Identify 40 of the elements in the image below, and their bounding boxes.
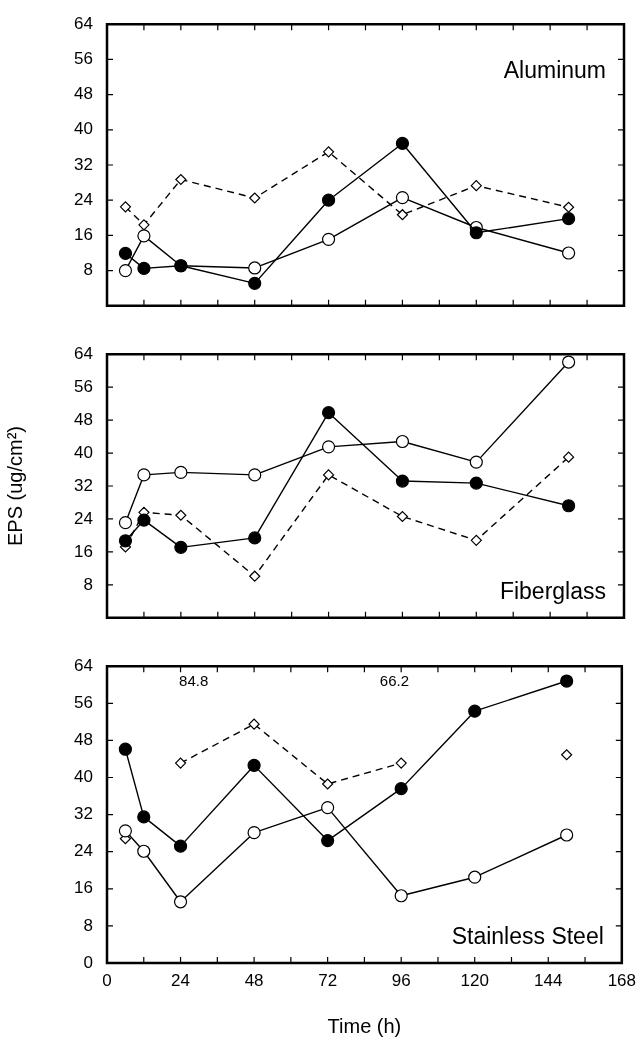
- y-tick-label: 56: [74, 692, 93, 712]
- x-axis-title: Time (h): [327, 1014, 402, 1037]
- y-tick-label: 48: [74, 730, 93, 750]
- y-tick-label: 64: [74, 13, 93, 33]
- x-tick-label: 168: [607, 970, 637, 990]
- y-tick-label: 16: [74, 541, 93, 561]
- y-tick-label: 48: [74, 84, 93, 104]
- text: Fiberglass: [499, 577, 606, 604]
- annotation: 66.2: [379, 671, 410, 689]
- y-tick-label: 64: [74, 343, 93, 363]
- y-tick-label: 56: [74, 49, 93, 69]
- x-tick-label: 120: [460, 970, 489, 990]
- y-tick-label: 40: [74, 442, 93, 462]
- y-tick-label: 0: [83, 952, 93, 972]
- y-tick-label: 16: [74, 225, 93, 245]
- y-tick-label: 64: [74, 655, 93, 675]
- y-tick-label: 32: [74, 804, 93, 824]
- y-tick-label: 48: [74, 409, 93, 429]
- x-tick-label: 48: [244, 970, 264, 990]
- y-tick-label: 40: [74, 119, 93, 139]
- y-tick-label: 40: [74, 767, 93, 787]
- y-tick-label: 8: [83, 915, 93, 935]
- y-tick-label: 56: [74, 376, 93, 396]
- y-tick-label: 8: [83, 574, 93, 594]
- y-axis-title: EPS (ug/cm²): [3, 425, 26, 547]
- y-tick-label: 32: [74, 154, 93, 174]
- y-tick-label: 24: [74, 841, 93, 861]
- x-tick-label: 96: [391, 970, 411, 990]
- x-tick-label: 144: [534, 970, 563, 990]
- text: Stainless Steel: [451, 922, 604, 949]
- y-tick-label: 24: [74, 508, 93, 528]
- y-tick-label: 24: [74, 189, 93, 209]
- x-tick-label: 72: [318, 970, 338, 990]
- annotation: 84.8: [179, 671, 209, 689]
- x-tick-label: 24: [171, 970, 191, 990]
- x-tick-label: 0: [102, 970, 112, 990]
- y-tick-label: 32: [74, 475, 93, 495]
- y-tick-label: 8: [83, 260, 93, 280]
- y-tick-label: 16: [74, 878, 93, 898]
- text: Aluminum: [503, 57, 606, 84]
